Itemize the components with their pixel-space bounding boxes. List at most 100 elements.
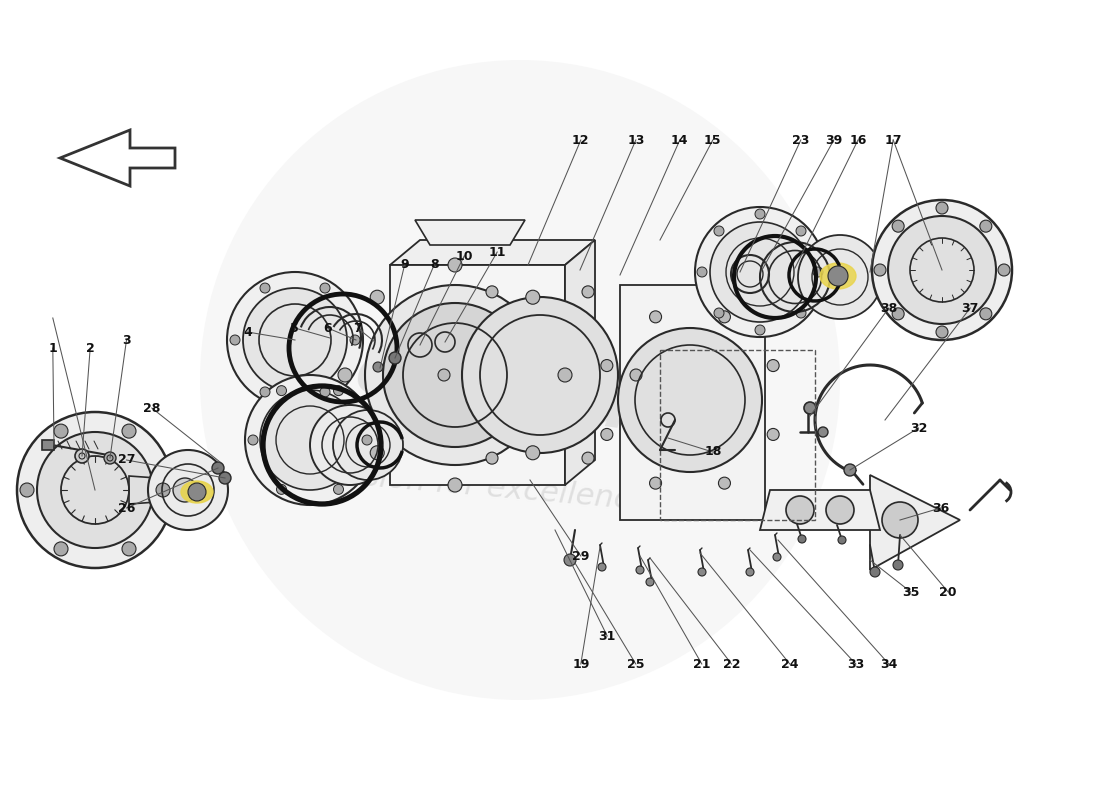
Circle shape [148,450,228,530]
Circle shape [718,477,730,489]
Text: 16: 16 [849,134,867,146]
Polygon shape [620,285,764,520]
Text: 26: 26 [118,502,135,514]
Polygon shape [565,240,595,485]
Circle shape [798,235,882,319]
Text: 29: 29 [572,550,590,562]
Circle shape [936,202,948,214]
Polygon shape [870,475,960,570]
Text: a passion for excellence: a passion for excellence [280,455,650,516]
Text: 24: 24 [781,658,799,670]
Circle shape [173,478,197,502]
Text: eurocars: eurocars [350,337,712,455]
Circle shape [260,283,270,293]
Circle shape [438,369,450,381]
Text: 28: 28 [143,402,161,414]
Circle shape [980,308,992,320]
Circle shape [618,328,762,472]
Circle shape [844,464,856,476]
Text: 34: 34 [880,658,898,670]
Circle shape [998,264,1010,276]
Polygon shape [760,490,880,530]
Circle shape [219,472,231,484]
Circle shape [630,369,642,381]
Circle shape [710,222,810,322]
Circle shape [310,405,390,485]
Circle shape [156,483,170,497]
Circle shape [276,484,286,494]
Circle shape [230,335,240,345]
Circle shape [796,226,806,236]
Circle shape [746,568,754,576]
Polygon shape [60,130,175,186]
Circle shape [20,483,34,497]
Text: 9: 9 [400,258,409,270]
Text: 2: 2 [86,342,95,354]
Circle shape [872,200,1012,340]
Text: 19: 19 [572,658,590,670]
Text: 11: 11 [488,246,506,258]
Circle shape [893,560,903,570]
Circle shape [798,535,806,543]
Polygon shape [129,476,185,504]
Circle shape [188,483,206,501]
Text: 32: 32 [910,422,927,434]
Circle shape [804,402,816,414]
Circle shape [818,427,828,437]
Circle shape [582,452,594,464]
Text: 36: 36 [932,502,949,514]
Text: 8: 8 [430,258,439,270]
Circle shape [54,424,68,438]
Text: 18: 18 [704,446,722,458]
Circle shape [767,359,779,371]
Circle shape [558,368,572,382]
Circle shape [350,335,360,345]
Circle shape [813,267,823,277]
Circle shape [448,258,462,272]
Text: 13: 13 [627,134,645,146]
Text: 27: 27 [118,454,135,466]
Circle shape [582,286,594,298]
Circle shape [980,220,992,232]
Circle shape [796,308,806,318]
Ellipse shape [820,263,856,289]
Circle shape [526,446,540,460]
Text: 33: 33 [847,658,865,670]
Text: 39: 39 [825,134,843,146]
Text: 12: 12 [572,134,590,146]
Circle shape [245,375,375,505]
Circle shape [260,390,360,490]
Circle shape [714,308,724,318]
Circle shape [122,542,136,556]
Circle shape [75,449,89,463]
Circle shape [462,297,618,453]
Circle shape [486,286,498,298]
Circle shape [636,566,644,574]
Polygon shape [390,265,565,485]
Text: 4: 4 [243,326,252,338]
Circle shape [601,429,613,441]
Text: 10: 10 [455,250,473,262]
Circle shape [564,554,576,566]
Circle shape [936,326,948,338]
Circle shape [333,386,343,396]
Circle shape [695,207,825,337]
Circle shape [227,272,363,408]
Text: 3: 3 [122,334,131,346]
Text: 31: 31 [598,630,616,642]
Circle shape [718,311,730,323]
Circle shape [104,452,116,464]
Circle shape [767,429,779,441]
Circle shape [373,362,383,372]
Circle shape [598,563,606,571]
Circle shape [892,308,904,320]
Text: 25: 25 [627,658,645,670]
Circle shape [365,285,544,465]
Circle shape [828,266,848,286]
Circle shape [773,553,781,561]
Circle shape [320,283,330,293]
Polygon shape [390,240,595,265]
Text: 35: 35 [902,586,920,598]
Text: 6: 6 [323,322,332,334]
Bar [660,350,815,520]
